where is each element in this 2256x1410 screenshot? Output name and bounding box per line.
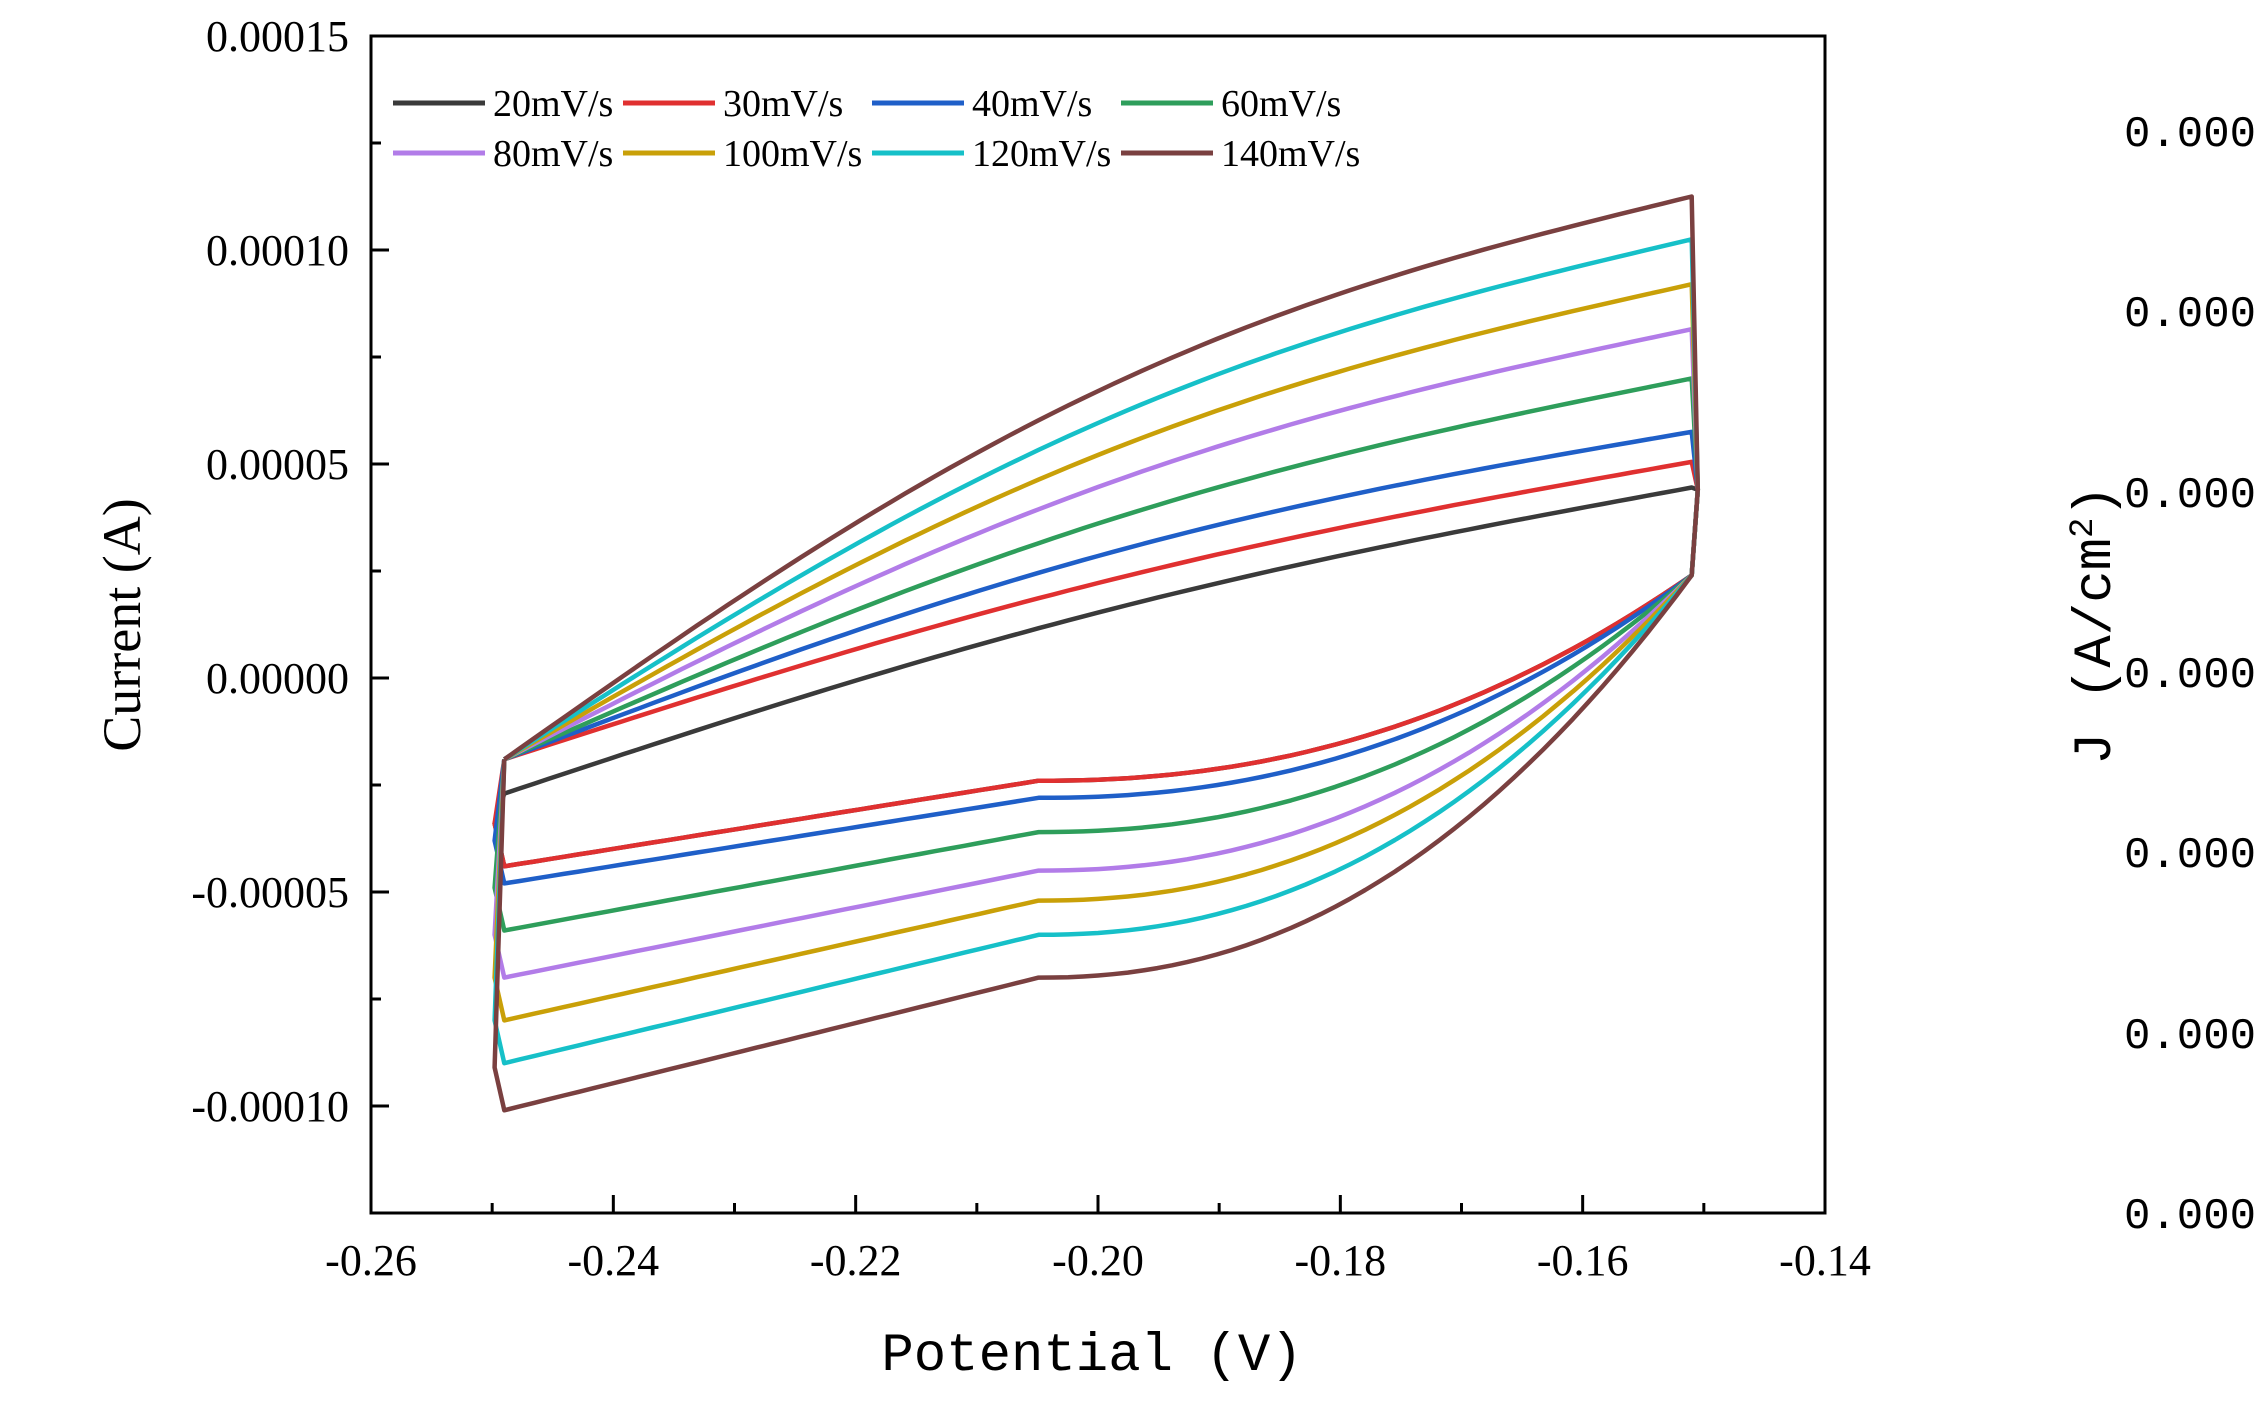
x-axis-ticks: -0.26 -0.24 -0.22 -0.20 -0.18 -0.16 -0.14 (325, 1195, 1871, 1285)
right-panel-y-ticks: 0.000 0.000 0.000 0.0000 0.0000 0.0000 0.0000 (2124, 110, 2256, 1242)
legend-label: 40mV/s (972, 83, 1092, 125)
x-tick-label: -0.14 (1779, 1236, 1871, 1285)
right-panel-y-axis-title: J (A/cm2) (2065, 485, 2127, 765)
x-tick-label: -0.18 (1295, 1236, 1387, 1285)
y-tick-label: 0.00015 (206, 12, 349, 61)
y-tick-label: 0.00010 (206, 226, 349, 275)
series-curve-40mV-s (492, 429, 1701, 886)
series-curve-120mV-s (492, 237, 1701, 1066)
x-tick-label: -0.24 (568, 1236, 660, 1285)
y-axis-ticks: 0.00015 0.00010 0.00005 0.00000 -0.00005 -0.0… (191, 12, 389, 1131)
right-tick-label: 0.000 (2124, 110, 2256, 160)
right-ylabel-sup: 2 (2065, 518, 2103, 538)
legend: 20mV/s 30mV/s 40mV/s 60mV/s 80mV/s 100mV/s 120… (393, 83, 1360, 175)
legend-label: 80mV/s (493, 133, 613, 175)
plot-frame (369, 34, 1827, 1215)
right-tick-label: 0.000 (2124, 471, 2256, 521)
x-tick-label: -0.20 (1052, 1236, 1144, 1285)
y-tick-label: 0.00005 (206, 440, 349, 489)
x-tick-label: -0.26 (325, 1236, 417, 1285)
legend-label: 20mV/s (493, 83, 613, 125)
right-tick-label: 0.0000 (2124, 651, 2256, 701)
right-tick-label: 0.0000 (2124, 831, 2256, 881)
y-axis-title: Current (A) (92, 498, 152, 751)
right-tick-label: 0.0000 (2124, 1012, 2256, 1062)
legend-label: 30mV/s (723, 83, 843, 125)
series-curve-140mV-s (492, 194, 1701, 1113)
y-tick-label: -0.00005 (191, 868, 349, 917)
right-tick-label: 0.0000 (2124, 1192, 2256, 1242)
y-tick-label: 0.00000 (206, 654, 349, 703)
x-tick-label: -0.22 (810, 1236, 902, 1285)
legend-label: 120mV/s (972, 133, 1111, 175)
y-tick-label: -0.00010 (191, 1082, 349, 1131)
cv-curves (492, 194, 1701, 1113)
right-tick-label: 0.000 (2124, 290, 2256, 340)
legend-label: 60mV/s (1221, 83, 1341, 125)
right-ylabel-base: J (A/cm (2066, 538, 2127, 765)
legend-label: 100mV/s (723, 133, 862, 175)
x-axis-title: Potential (V) (881, 1326, 1302, 1387)
right-ylabel-suffix: ) (2066, 485, 2127, 517)
legend-label: 140mV/s (1221, 133, 1360, 175)
x-tick-label: -0.16 (1537, 1236, 1629, 1285)
